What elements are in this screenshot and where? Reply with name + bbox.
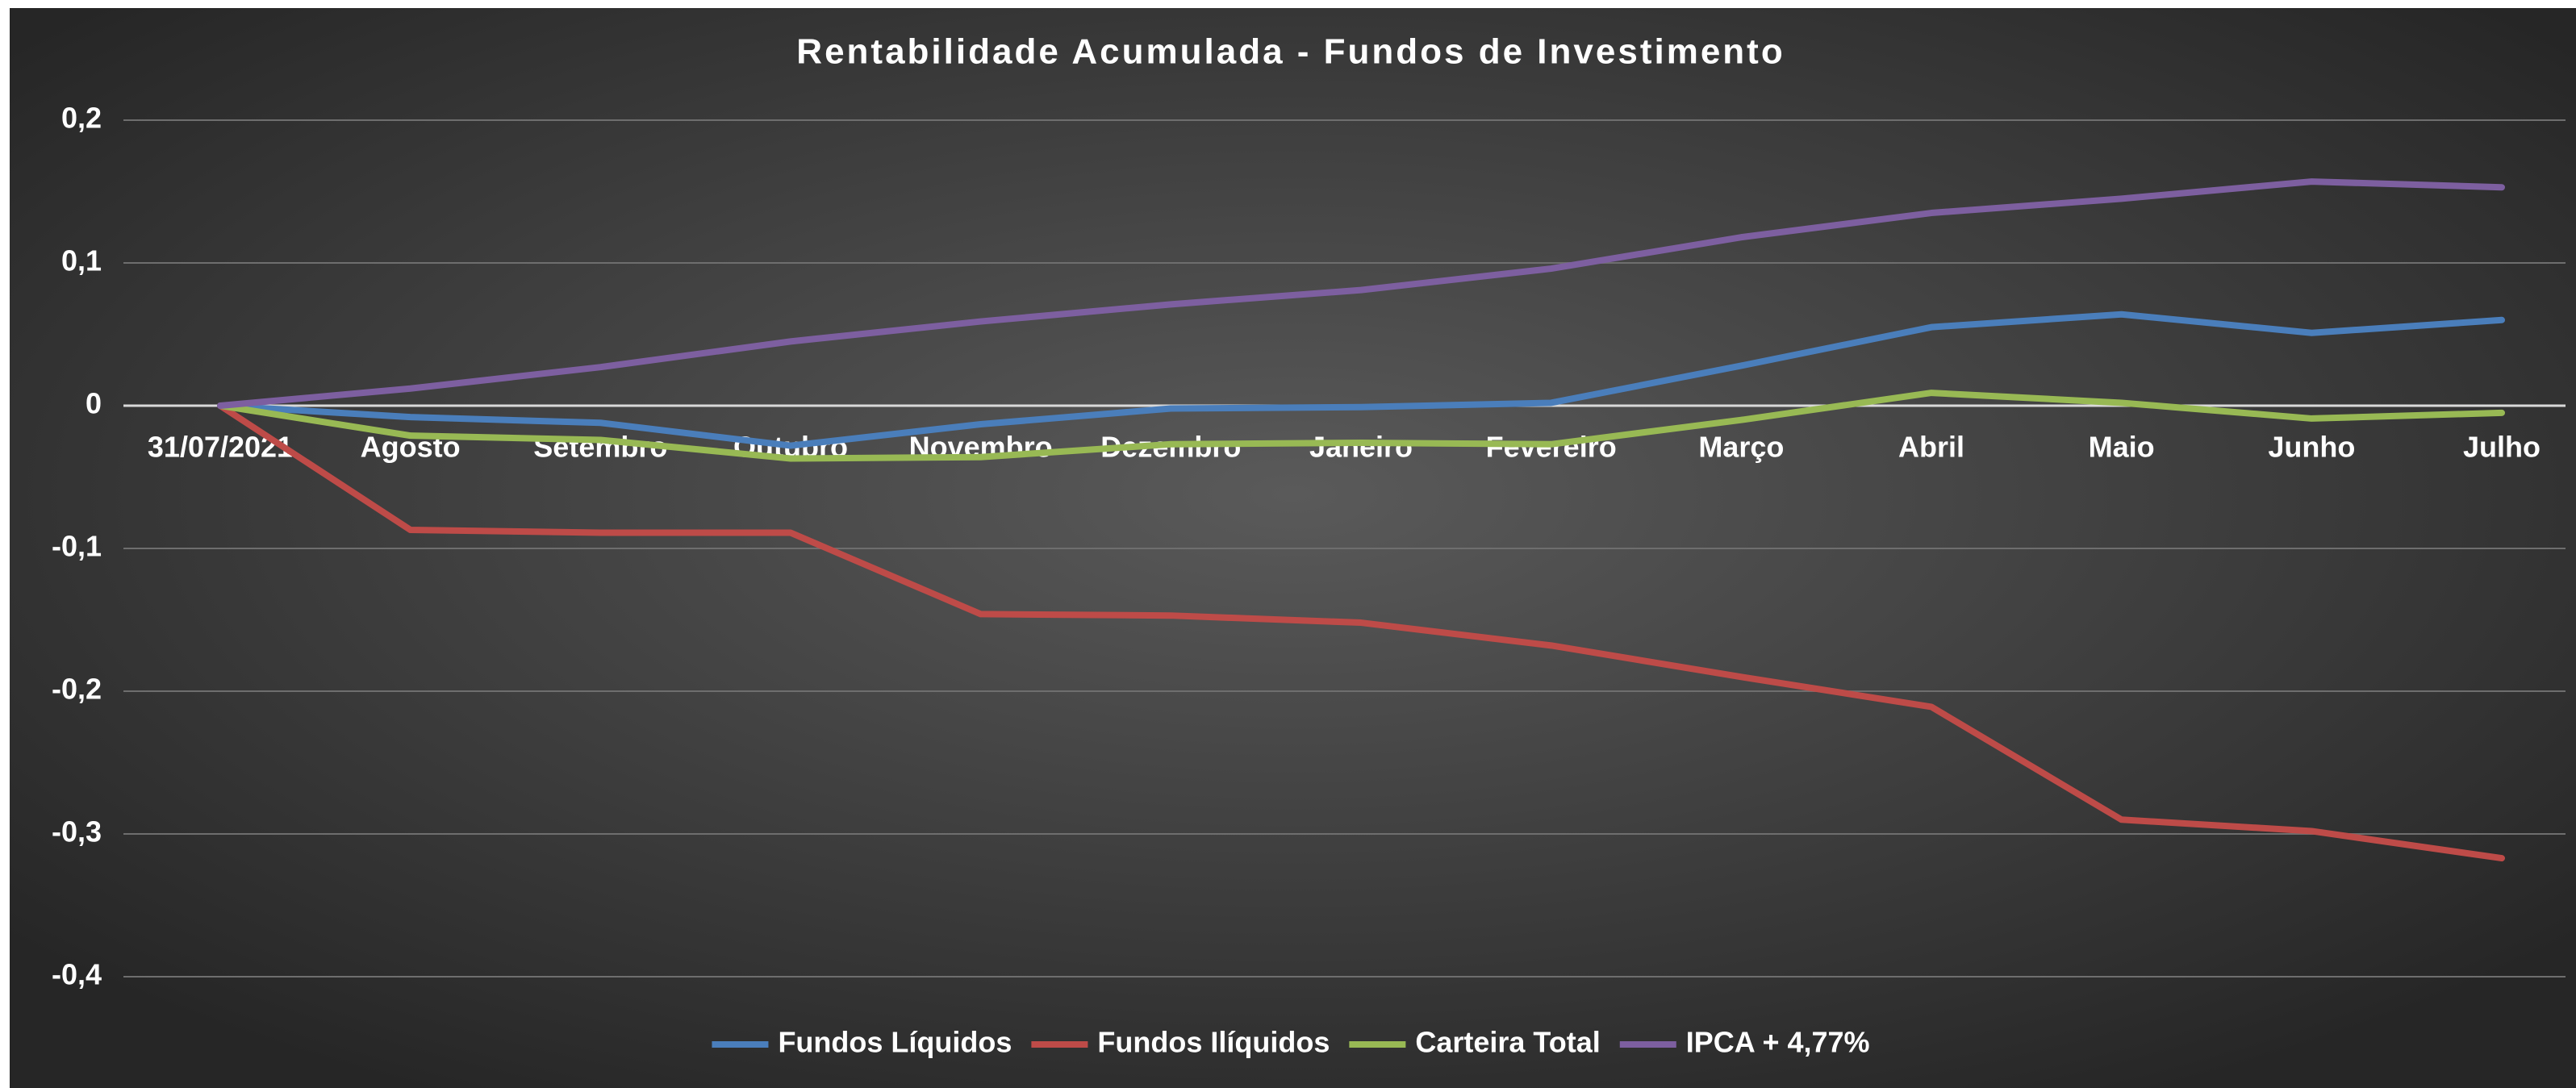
chart-title: Rentabilidade Acumulada - Fundos de Inve… (796, 32, 1785, 72)
y-tick-label: -0,1 (52, 530, 102, 563)
legend-label: IPCA + 4,77% (1686, 1026, 1870, 1059)
legend-label: Fundos Líquidos (778, 1026, 1012, 1059)
y-tick-label: 0,2 (61, 102, 102, 135)
y-tick-label: -0,4 (52, 958, 102, 991)
x-tick-label: Abril (1898, 431, 1964, 464)
legend-label: Carteira Total (1415, 1026, 1600, 1059)
x-tick-label: Julho (2463, 431, 2541, 464)
x-tick-label: Janeiro (1309, 431, 1413, 464)
series-line (217, 311, 2505, 449)
legend-label: Fundos Ilíquidos (1097, 1026, 1330, 1059)
x-tick-label: Maio (2089, 431, 2155, 464)
y-tick-label: 0 (86, 387, 102, 420)
x-tick-label: Março (1698, 431, 1784, 464)
series-line (217, 390, 2505, 462)
y-tick-label: -0,2 (52, 673, 102, 706)
y-tick-label: -0,3 (52, 815, 102, 848)
y-tick-label: 0,1 (61, 244, 102, 277)
series-line (217, 402, 2505, 862)
series-line (217, 178, 2505, 409)
x-tick-label: Junho (2268, 431, 2355, 464)
